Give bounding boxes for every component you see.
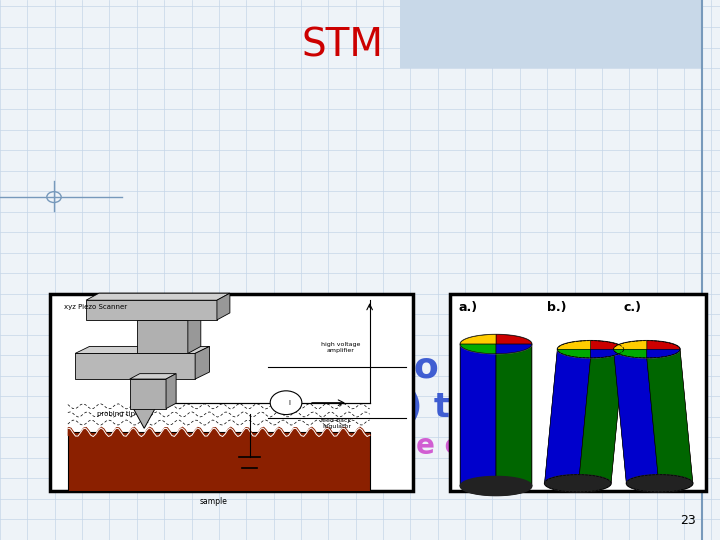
Text: e c: e c (416, 431, 461, 460)
Polygon shape (496, 334, 532, 486)
Polygon shape (544, 341, 590, 483)
Text: feed-back
regulator: feed-back regulator (321, 418, 353, 429)
Text: STM: STM (301, 27, 383, 65)
Polygon shape (590, 341, 624, 349)
Polygon shape (647, 349, 693, 492)
Text: a.): a.) (459, 301, 478, 314)
Polygon shape (217, 293, 230, 320)
Polygon shape (626, 475, 693, 492)
Polygon shape (613, 341, 680, 358)
Polygon shape (496, 334, 532, 344)
Polygon shape (496, 344, 532, 496)
Polygon shape (195, 347, 210, 379)
Polygon shape (86, 300, 217, 320)
Polygon shape (460, 344, 496, 496)
Bar (50, 294, 413, 491)
Polygon shape (460, 476, 532, 496)
Polygon shape (133, 409, 155, 428)
Polygon shape (590, 349, 624, 358)
Polygon shape (647, 341, 680, 349)
Text: xyz Piezo Scanner: xyz Piezo Scanner (64, 304, 127, 310)
Polygon shape (557, 341, 624, 358)
Text: high voltage
amplifier: high voltage amplifier (321, 342, 360, 353)
Bar (400, 0, 702, 68)
Text: 23: 23 (680, 514, 696, 526)
Polygon shape (166, 374, 176, 409)
Polygon shape (130, 374, 176, 379)
Polygon shape (137, 313, 201, 320)
Polygon shape (188, 313, 201, 353)
Polygon shape (496, 344, 532, 354)
Polygon shape (577, 349, 624, 492)
Polygon shape (460, 334, 532, 354)
Polygon shape (613, 349, 660, 492)
Text: b.): b.) (547, 301, 567, 314)
Text: I: I (289, 400, 291, 406)
Polygon shape (137, 320, 188, 353)
Circle shape (270, 391, 302, 415)
Bar (68, 432, 369, 491)
Polygon shape (613, 349, 647, 358)
Polygon shape (460, 334, 496, 486)
Polygon shape (613, 341, 660, 483)
Polygon shape (544, 475, 611, 492)
Text: probing tip: probing tip (97, 411, 135, 417)
Polygon shape (577, 341, 624, 483)
Polygon shape (647, 341, 693, 483)
Polygon shape (544, 349, 590, 492)
Text: sample: sample (199, 497, 228, 506)
Polygon shape (75, 353, 195, 379)
Polygon shape (557, 341, 590, 349)
Polygon shape (557, 349, 590, 358)
Polygon shape (130, 379, 166, 409)
Text: o: o (414, 350, 438, 384)
Polygon shape (86, 293, 230, 300)
Polygon shape (613, 341, 647, 349)
Polygon shape (647, 349, 680, 358)
Text: c.): c.) (624, 301, 642, 314)
Text: ) t: ) t (407, 391, 450, 424)
Polygon shape (460, 334, 496, 344)
Bar (450, 294, 706, 491)
Polygon shape (75, 347, 210, 353)
Polygon shape (460, 344, 496, 354)
